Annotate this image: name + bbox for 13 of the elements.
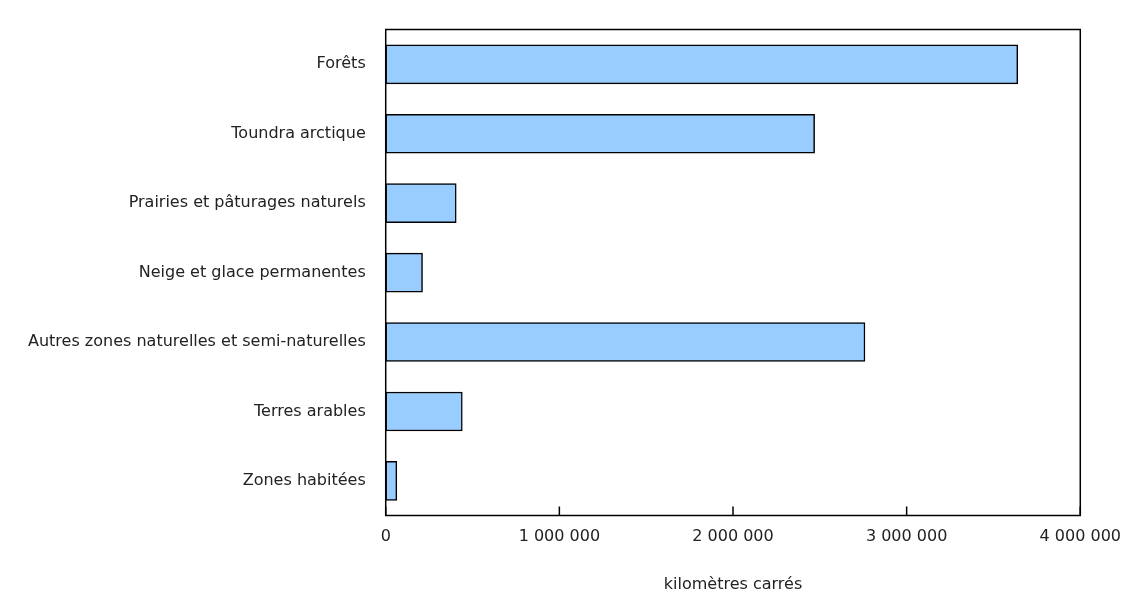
y-tick-label: Prairies et pâturages naturels [128, 192, 366, 212]
y-tick-label: Forêts [316, 53, 366, 73]
x-tick-label: 4 000 000 [1039, 526, 1121, 546]
y-tick-label: Neige et glace permanentes [138, 261, 366, 281]
y-tick-label: Toundra arctique [230, 122, 366, 142]
x-axis-title: kilomètres carrés [663, 573, 803, 593]
y-tick-label: Zones habitées [242, 470, 366, 490]
y-tick-label: Terres arables [253, 400, 366, 420]
y-tick-label: Autres zones naturelles et semi-naturelles [28, 331, 366, 351]
x-tick-label: 3 000 000 [865, 526, 948, 546]
x-tick-label: 1 000 000 [518, 526, 601, 546]
x-tick-label: 0 [380, 526, 391, 546]
x-tick-label: 2 000 000 [692, 526, 774, 546]
